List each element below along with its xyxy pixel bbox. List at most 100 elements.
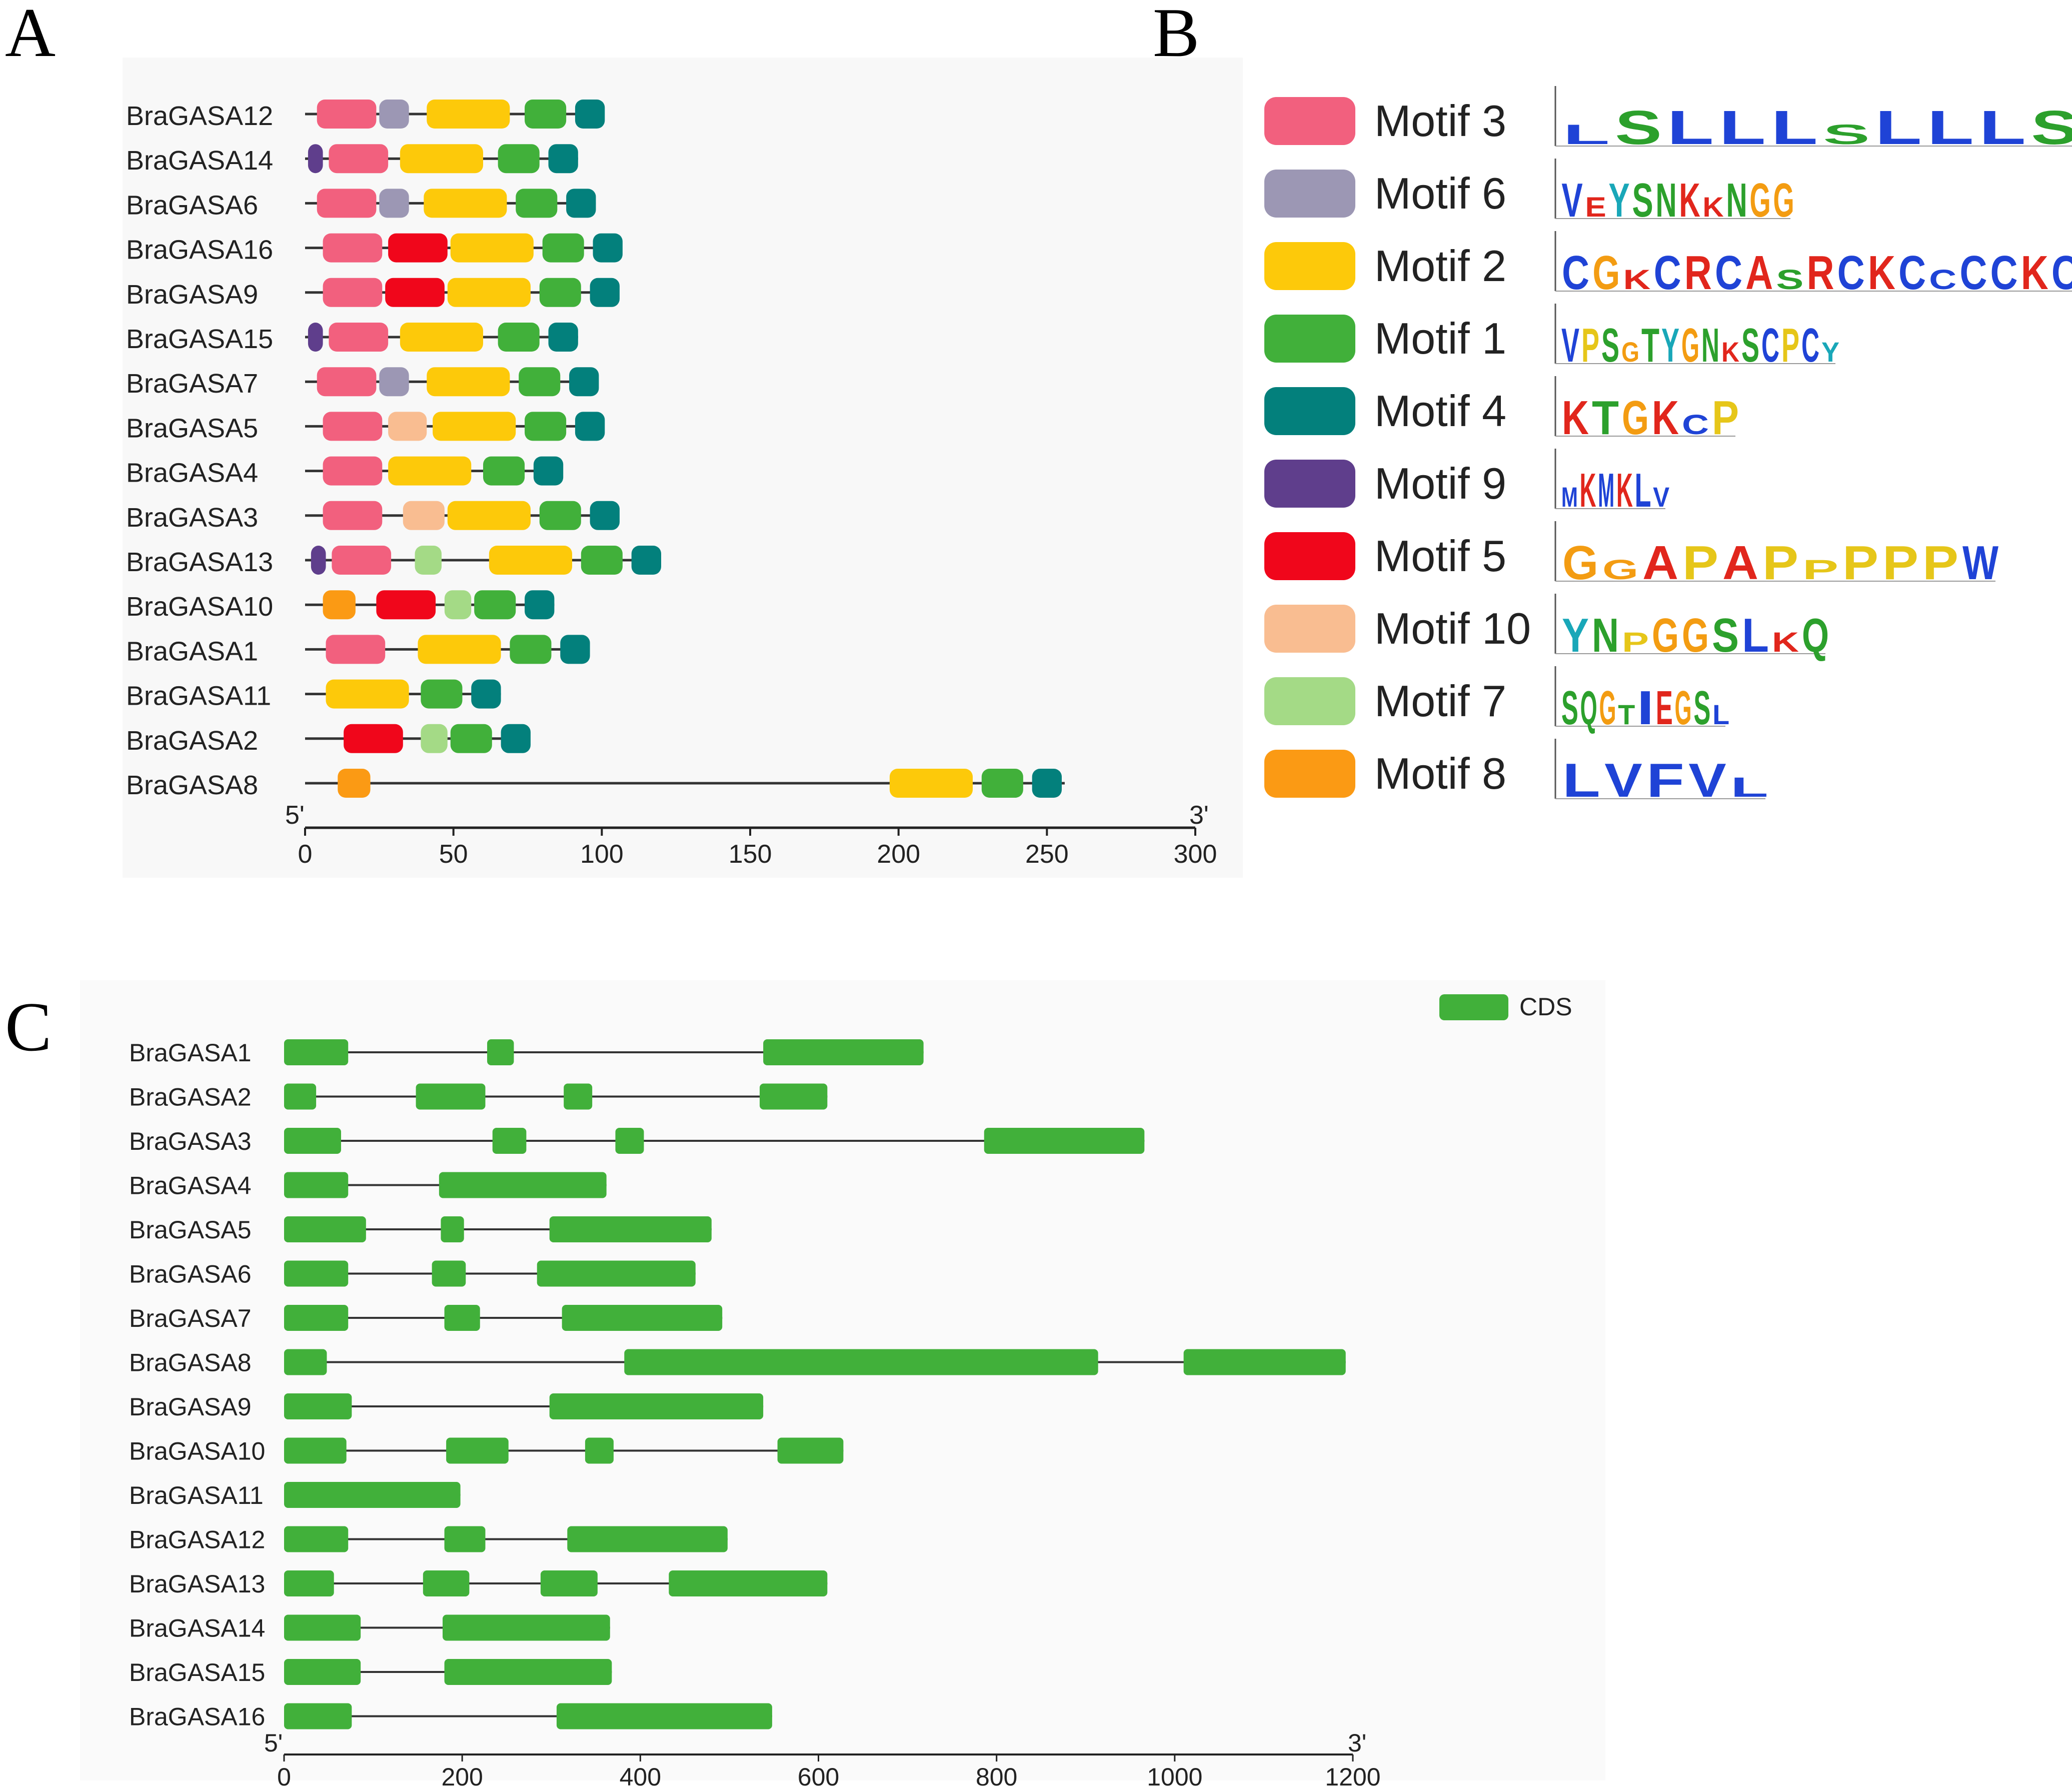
logo-letter: L bbox=[1927, 101, 1974, 155]
logo-letter: E bbox=[1656, 681, 1673, 735]
logo-letter: K bbox=[1623, 264, 1650, 295]
cds-exon bbox=[284, 1526, 349, 1552]
logo-letter: P bbox=[1882, 536, 1918, 590]
logo-letter: S bbox=[1712, 609, 1739, 662]
motif-box-motif3 bbox=[323, 233, 383, 263]
cds-exon bbox=[423, 1570, 470, 1596]
legend-label-motif3: Motif 3 bbox=[1374, 96, 1506, 146]
tick-label-a: 100 bbox=[580, 840, 624, 869]
motif-box-motif2 bbox=[326, 679, 409, 709]
logo-letter: C bbox=[1562, 246, 1589, 300]
logo-letter: L bbox=[1719, 101, 1766, 155]
gene-label-a: BraGASA16 bbox=[126, 235, 273, 265]
logo-letter: L bbox=[1667, 101, 1714, 155]
logo-letter: L bbox=[1875, 101, 1922, 155]
logo-letter: K bbox=[1616, 464, 1633, 517]
logo-letter: L bbox=[1742, 609, 1769, 662]
cds-exon bbox=[284, 1305, 349, 1331]
gene-label-a: BraGASA14 bbox=[126, 146, 273, 176]
gene-label-a: BraGASA2 bbox=[126, 726, 258, 756]
motif-box-motif3 bbox=[329, 323, 389, 352]
logo-letter: L bbox=[1712, 699, 1729, 730]
logo-letter: S bbox=[1693, 681, 1710, 735]
motif-box-motif3 bbox=[323, 456, 383, 486]
motif-box-motif4 bbox=[593, 233, 623, 263]
cds-exon bbox=[432, 1260, 466, 1287]
motif-box-motif4 bbox=[560, 635, 590, 664]
legend-swatch-motif2 bbox=[1264, 242, 1355, 290]
motif-box-motif1 bbox=[539, 278, 581, 307]
cds-exon bbox=[444, 1659, 612, 1685]
motif-box-motif3 bbox=[317, 189, 377, 218]
logo-letter: G bbox=[1675, 681, 1692, 735]
legend-swatch-motif4 bbox=[1264, 387, 1355, 435]
motif-box-motif2 bbox=[418, 635, 501, 664]
legend-label-cds: CDS bbox=[1519, 993, 1572, 1021]
logo-letter: C bbox=[1990, 246, 2018, 300]
cds-exon bbox=[763, 1039, 924, 1065]
motif-box-motif4 bbox=[631, 546, 661, 575]
logo-letter: Y bbox=[1562, 609, 1589, 662]
logo-letter: I bbox=[1637, 681, 1654, 735]
logo-letter: G bbox=[1681, 319, 1699, 372]
cds-exon bbox=[492, 1128, 527, 1154]
logo-letter: V bbox=[1561, 319, 1579, 372]
logo-letter: G bbox=[1592, 246, 1620, 300]
logo-letter: L bbox=[1979, 101, 2026, 155]
gene-label-c: BraGASA7 bbox=[129, 1304, 252, 1332]
motif-box-motif7 bbox=[444, 590, 472, 620]
motif-box-motif4 bbox=[575, 100, 605, 129]
motif-box-motif3 bbox=[317, 367, 377, 397]
gene-label-a: BraGASA8 bbox=[126, 770, 258, 800]
motif-box-motif4 bbox=[566, 189, 596, 218]
logo-letter: G bbox=[1599, 681, 1616, 735]
logo-letter: G bbox=[1562, 536, 1598, 590]
motif-box-motif4 bbox=[590, 501, 620, 530]
cds-exon bbox=[284, 1482, 461, 1508]
cds-exon bbox=[537, 1260, 696, 1287]
logo-letter: S bbox=[1561, 681, 1578, 735]
legend-label-motif9: Motif 9 bbox=[1374, 459, 1506, 508]
logo-letter: A bbox=[1642, 536, 1678, 590]
logo-letter: Q bbox=[1580, 681, 1597, 735]
axis-5prime-c: 5' bbox=[264, 1729, 283, 1757]
motif-box-motif4 bbox=[590, 278, 620, 307]
motif-box-motif5 bbox=[344, 724, 403, 753]
logo-letter: C bbox=[1654, 246, 1681, 300]
motif-box-motif1 bbox=[483, 456, 525, 486]
logo-letter: R bbox=[1806, 246, 1834, 300]
logo-letter: N bbox=[1701, 319, 1719, 372]
motif-box-motif4 bbox=[1032, 769, 1062, 798]
cds-exon bbox=[615, 1128, 644, 1154]
legend-label-motif1: Motif 1 bbox=[1374, 314, 1506, 363]
logo-letter: N bbox=[1592, 609, 1619, 662]
motif-box-motif3 bbox=[323, 278, 383, 307]
cds-exon bbox=[540, 1570, 598, 1596]
gene-label-a: BraGASA10 bbox=[126, 592, 273, 622]
logo-letter: W bbox=[1962, 536, 1998, 590]
logo-letter: L bbox=[1730, 771, 1768, 803]
gene-label-c: BraGASA8 bbox=[129, 1349, 252, 1377]
logo-letter: A bbox=[1745, 246, 1773, 300]
motif-box-motif2 bbox=[447, 278, 531, 307]
tick-label-c: 800 bbox=[976, 1763, 1017, 1789]
gene-label-a: BraGASA7 bbox=[126, 369, 258, 399]
motif-box-motif5 bbox=[388, 233, 448, 263]
motif-box-motif4 bbox=[575, 412, 605, 441]
logo-letter: C bbox=[1898, 246, 1926, 300]
logo-letter: F bbox=[1646, 754, 1684, 807]
motif-box-motif4 bbox=[471, 679, 501, 709]
tick-label-a: 50 bbox=[439, 840, 468, 869]
logo-letter: N bbox=[1726, 174, 1747, 227]
logo-letter: C bbox=[1761, 319, 1779, 372]
cds-exon bbox=[284, 1614, 361, 1641]
motif-box-motif1 bbox=[421, 679, 463, 709]
motif-box-motif4 bbox=[548, 144, 578, 174]
cds-exon bbox=[446, 1437, 509, 1464]
motif-box-motif1 bbox=[581, 546, 623, 575]
logo-letter: N bbox=[1655, 174, 1676, 227]
logo-letter: S bbox=[1601, 319, 1619, 372]
axis-3prime-c: 3' bbox=[1348, 1729, 1366, 1757]
cds-exon bbox=[284, 1128, 341, 1154]
